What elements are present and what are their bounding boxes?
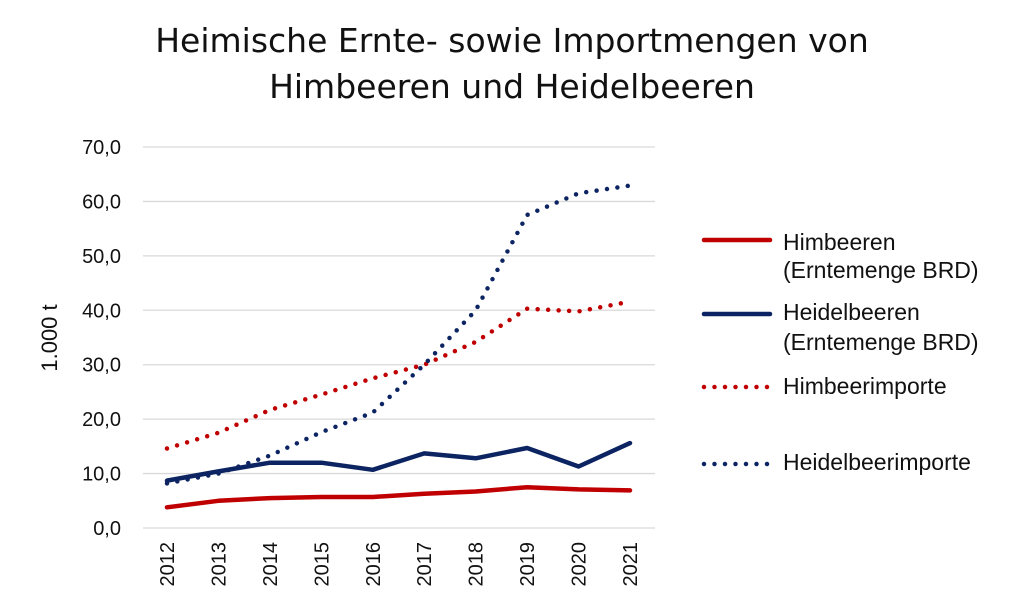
x-tick-label: 2020 [569,542,591,587]
y-tick-label: 30,0 [82,355,121,377]
x-tick-label: 2018 [466,542,488,587]
y-tick-label: 70,0 [82,137,121,159]
x-tick-label: 2014 [260,542,282,587]
x-tick-label: 2017 [414,542,436,587]
legend-label: Heidelbeeren [783,299,920,325]
legend-label: Heidelbeerimporte [783,449,971,475]
y-tick-label: 20,0 [82,409,121,431]
x-tick-label: 2021 [620,542,642,587]
legend-entry: Heidelbeerimporte [701,449,971,475]
y-axis-ticks: 0,0 10,0 20,0 30,0 40,0 50,0 60,0 70,0 [82,137,121,540]
y-tick-label: 0,0 [93,518,121,540]
legend-entry: Himbeeren(Erntemenge BRD) [701,229,979,283]
legend-label: (Erntemenge BRD) [783,329,979,355]
gridlines [143,146,655,529]
x-tick-label: 2013 [208,542,230,587]
chart-title-line-2: Himbeeren und Heidelbeeren [269,67,755,106]
x-tick-label: 2015 [311,542,333,587]
legend-entry: Heidelbeeren (Erntemenge BRD) [701,299,979,355]
legend-entry: Himbeerimporte [701,373,947,399]
legend: Himbeeren(Erntemenge BRD)Heidelbeeren(Er… [701,229,979,475]
chart-title-line-1: Heimische Ernte- sowie Importmengen von [155,21,869,60]
y-tick-label: 10,0 [82,464,121,486]
series-line [164,440,633,483]
legend-label: (Erntemenge BRD) [783,257,979,283]
x-axis-ticks: 2012 2013 2014 2015 2016 2017 2018 2019 2020 2021 [157,542,642,587]
x-tick-label: 2012 [157,542,179,587]
x-tick-label: 2019 [517,542,539,587]
series-line [164,183,633,486]
chart-title: Heimische Ernte- sowie Importmengen von … [0,18,1024,110]
x-tick-label: 2016 [363,542,385,587]
y-tick-label: 50,0 [82,246,121,268]
y-tick-label: 40,0 [82,300,121,322]
series-line [164,299,633,451]
y-axis-label: 1.000 t [37,304,62,371]
series-lines [164,183,633,510]
series-line [164,484,633,510]
y-tick-label: 60,0 [82,191,121,213]
legend-label: Himbeeren [783,229,896,255]
legend-label: Himbeerimporte [783,373,947,399]
